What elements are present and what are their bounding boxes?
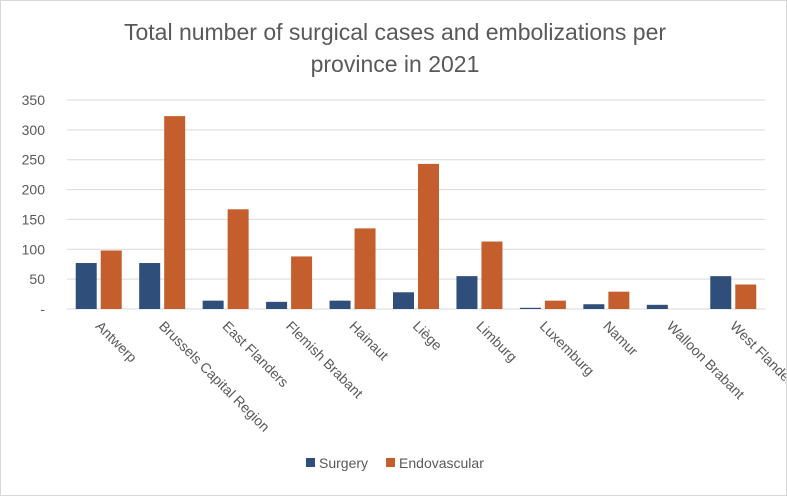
x-tick-label: Antwerp	[93, 318, 141, 366]
legend-label-endovascular: Endovascular	[399, 455, 484, 471]
y-tick-label: 350	[22, 92, 46, 108]
y-tick-label: 250	[22, 152, 46, 168]
y-tick-label: -	[40, 301, 45, 317]
bar-surgery-2	[202, 300, 224, 309]
x-tick-label: Hainaut	[346, 318, 392, 364]
x-tick-label: Limburg	[473, 318, 520, 365]
x-tick-label: Namur	[600, 318, 641, 359]
bar-surgery-7	[519, 307, 541, 309]
y-tick-label: 100	[22, 241, 46, 257]
bars	[75, 116, 757, 309]
legend-swatch-endovascular	[386, 458, 396, 467]
bar-surgery-4	[329, 300, 351, 309]
y-tick-label: 150	[22, 211, 46, 227]
bar-endovascular-5	[418, 163, 439, 309]
bar-surgery-0	[75, 263, 97, 309]
legend-swatch-surgery	[306, 458, 315, 467]
bar-surgery-9	[646, 304, 668, 309]
y-tick-label: 200	[22, 182, 46, 198]
bar-surgery-5	[393, 292, 414, 309]
chart-title-line-1: Total number of surgical cases and embol…	[124, 19, 666, 45]
bar-endovascular-7	[544, 300, 566, 309]
x-tick-label: Luxemburg	[537, 318, 598, 379]
bar-endovascular-1	[164, 116, 186, 309]
bar-surgery-6	[456, 276, 478, 309]
bar-endovascular-6	[481, 241, 503, 309]
bar-endovascular-4	[354, 228, 376, 309]
bar-endovascular-10	[735, 284, 757, 309]
y-tick-label: 50	[29, 271, 45, 287]
legend: Surgery Endovascular	[306, 455, 484, 471]
bar-endovascular-0	[100, 250, 122, 309]
y-tick-label: 300	[22, 122, 46, 138]
x-tick-label: Liège	[410, 318, 446, 354]
y-axis: - 50 100 150 200 250 300 350	[22, 92, 46, 317]
bar-endovascular-8	[608, 291, 630, 309]
legend-label-surgery: Surgery	[319, 455, 368, 471]
x-tick-label: Brussels Capital Region	[156, 318, 273, 435]
bar-surgery-10	[710, 276, 732, 309]
bar-endovascular-3	[291, 256, 313, 309]
x-tick-label: East Flanders	[220, 318, 292, 390]
bar-surgery-1	[139, 263, 161, 309]
bar-surgery-3	[266, 301, 288, 309]
bar-surgery-8	[583, 304, 605, 309]
chart-title-line-2: province in 2021	[311, 51, 480, 77]
bar-endovascular-2	[227, 209, 249, 309]
